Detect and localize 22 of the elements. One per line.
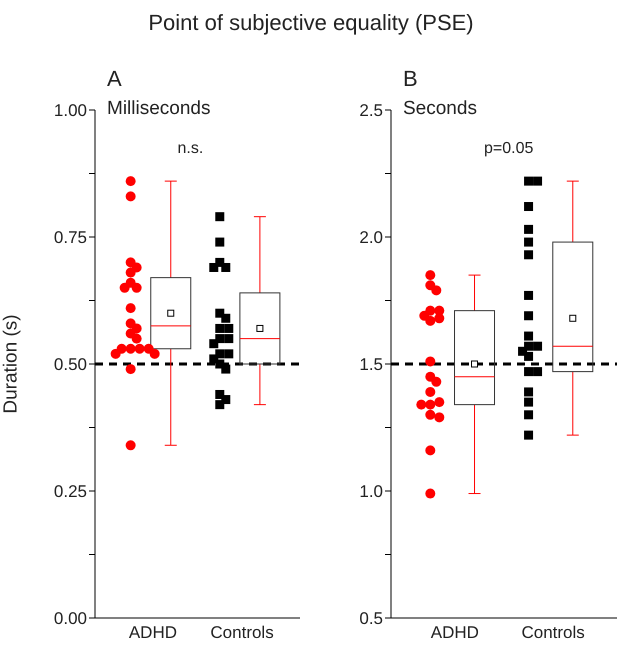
x-tick-label: Controls bbox=[521, 623, 585, 642]
y-tick-label: 2.5 bbox=[359, 101, 383, 120]
text: A bbox=[107, 66, 122, 92]
y-tick-label: 0.50 bbox=[54, 355, 87, 374]
x-tick-label: ADHD bbox=[128, 623, 178, 642]
y-tick-label: 1.00 bbox=[54, 101, 87, 120]
y-tick-label: 0.5 bbox=[359, 609, 383, 628]
y-tick-label: 1.0 bbox=[359, 482, 383, 502]
y-tick-label: 0.75 bbox=[54, 228, 87, 248]
y-tick-label: 1.5 bbox=[359, 355, 383, 374]
y-tick-label: 0.25 bbox=[54, 482, 87, 502]
y-tick-label: 0.00 bbox=[54, 609, 87, 628]
annotation: p=0.05 bbox=[484, 140, 534, 158]
y-tick-label: 2.0 bbox=[359, 228, 383, 248]
chart-subtitle: Seconds bbox=[403, 98, 477, 120]
x-tick-label: Controls bbox=[210, 623, 274, 642]
y-axis-title: Duration (s) bbox=[0, 314, 22, 414]
annotation: n.s. bbox=[178, 140, 204, 158]
x-tick-label: ADHD bbox=[430, 623, 479, 642]
chart-subtitle: Milliseconds bbox=[107, 98, 210, 120]
chart-title: Point of subjective equality (PSE) bbox=[147, 10, 475, 36]
text: B bbox=[403, 66, 418, 92]
